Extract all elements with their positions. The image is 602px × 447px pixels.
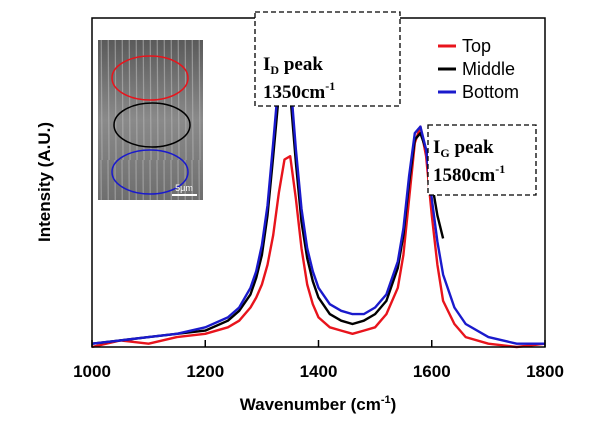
inset-ellipse xyxy=(111,149,189,195)
annotation: 1580cm-1 xyxy=(433,162,505,186)
legend-label: Bottom xyxy=(462,82,519,102)
inset-ellipse xyxy=(111,55,189,101)
annotation: 1350cm-1 xyxy=(263,79,335,103)
x-axis-label: Wavenumber (cm-1) xyxy=(240,394,397,414)
x-tick-label: 1000 xyxy=(73,362,111,381)
annotation: ID peak xyxy=(263,54,323,77)
inset: 5μm xyxy=(98,40,203,200)
series-line xyxy=(91,125,546,349)
annotation-box xyxy=(254,11,401,107)
legend: Top Middle Bottom xyxy=(438,36,519,102)
legend-label: Top xyxy=(462,36,491,56)
annotation: IG peak xyxy=(433,137,494,160)
x-tick-label: 1200 xyxy=(186,362,224,381)
scale-label: 5μm xyxy=(175,183,193,193)
y-axis-label: Intensity (A.U.) xyxy=(35,122,54,242)
annotation-box xyxy=(427,124,537,196)
series-line xyxy=(91,49,545,345)
x-tick-label: 1800 xyxy=(526,362,564,381)
inset-ellipse xyxy=(113,102,191,148)
x-tick-label: 1600 xyxy=(413,362,451,381)
x-tick-label: 1400 xyxy=(300,362,338,381)
plot-lines xyxy=(91,49,546,349)
legend-label: Middle xyxy=(462,59,515,79)
